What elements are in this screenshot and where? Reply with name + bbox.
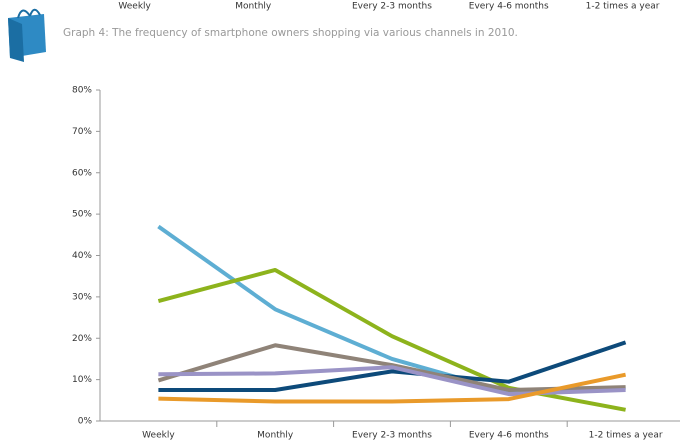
header-label: 1-2 times a year [586, 2, 660, 12]
bag-icon [8, 8, 46, 62]
y-tick-label: 20% [72, 334, 92, 344]
y-tick-label: 0% [78, 417, 93, 427]
header-label: Every 4-6 months [469, 2, 549, 12]
y-tick-label: 70% [72, 127, 92, 137]
series-line [157, 267, 626, 412]
y-tick-label: 80% [72, 86, 92, 96]
x-tick-label: Every 2-3 months [352, 431, 432, 441]
y-tick-label: 10% [72, 375, 92, 385]
y-tick-label: 50% [72, 210, 92, 220]
series-line [158, 372, 627, 404]
series-line [158, 340, 627, 392]
y-tick-label: 30% [72, 292, 92, 302]
y-tick-label: 40% [72, 251, 92, 261]
chart-title: Graph 4: The frequency of smartphone own… [63, 27, 518, 39]
x-tick-label: 1-2 times a year [589, 431, 663, 441]
header-label: Every 2-3 months [352, 2, 432, 12]
y-tick-label: 60% [72, 168, 92, 178]
x-tick-label: Every 4-6 months [469, 431, 549, 441]
header-label: Weekly [118, 2, 151, 12]
x-tick-label: Weekly [142, 431, 175, 441]
x-tick-label: Monthly [257, 431, 294, 441]
header-label: Monthly [235, 2, 272, 12]
